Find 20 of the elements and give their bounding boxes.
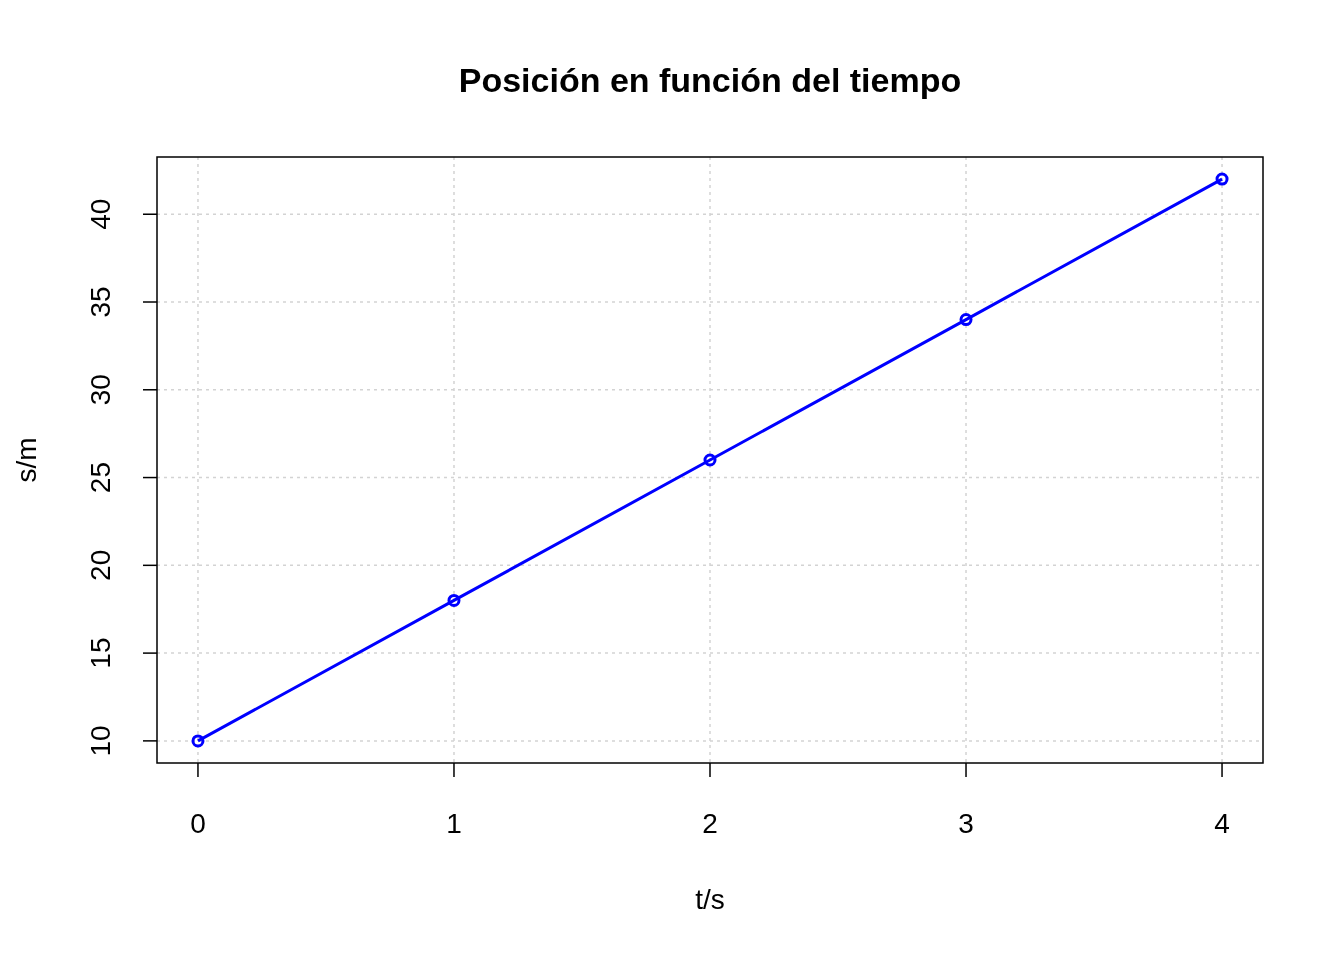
y-tick-label: 10 bbox=[85, 725, 116, 757]
chart-title: Posición en función del tiempo bbox=[458, 61, 962, 99]
x-tick-label: 4 bbox=[1214, 808, 1230, 839]
y-tick-label: 25 bbox=[85, 461, 116, 494]
point bbox=[191, 734, 205, 748]
point bbox=[959, 313, 973, 327]
point bbox=[447, 593, 461, 607]
x-axis-title: t/s bbox=[695, 884, 725, 915]
point bbox=[703, 453, 717, 467]
y-tick-label: 30 bbox=[85, 374, 116, 406]
y-tick-label: 20 bbox=[85, 549, 116, 581]
x-tick-label: 3 bbox=[958, 808, 974, 839]
y-axis-title: s/m bbox=[11, 437, 42, 483]
x-tick-label: 1 bbox=[446, 808, 462, 839]
x-tick-label: 0 bbox=[190, 808, 206, 839]
y-tick-label: 15 bbox=[85, 637, 116, 669]
y-tick-label: 40 bbox=[85, 198, 116, 230]
x-tick-label: 2 bbox=[702, 808, 718, 839]
y-tick-label: 35 bbox=[85, 286, 116, 318]
point bbox=[1215, 172, 1229, 186]
